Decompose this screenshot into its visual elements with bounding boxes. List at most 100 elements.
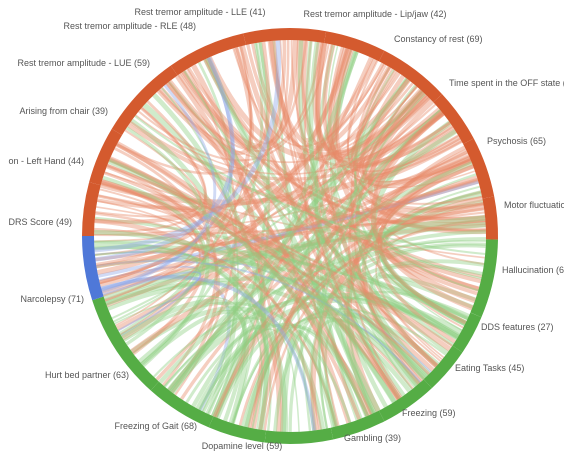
ribbon (318, 109, 441, 429)
ribbon (346, 158, 472, 413)
ribbon (295, 40, 350, 143)
ribbon (378, 272, 474, 320)
ribbon (96, 112, 445, 210)
ribbon (315, 42, 439, 368)
ribbon (181, 40, 299, 150)
ribbon (116, 128, 457, 331)
ribbon (95, 207, 485, 262)
ribbon (99, 96, 429, 282)
node-arc[interactable] (378, 50, 443, 103)
ribbon (94, 245, 469, 321)
ribbon (167, 229, 487, 391)
ribbon (324, 44, 476, 189)
ribbon (100, 274, 231, 411)
node-arc[interactable] (82, 235, 104, 301)
node-label: Rest tremor amplitude - LUE (59) (17, 58, 150, 68)
ribbon (267, 40, 476, 304)
ribbon (268, 40, 410, 152)
ribbon (169, 77, 410, 395)
ribbon (108, 156, 373, 417)
node-arc[interactable] (378, 379, 432, 422)
ribbon (353, 69, 466, 327)
ribbon (214, 56, 373, 418)
ribbon (101, 84, 217, 293)
ribbon (106, 164, 453, 347)
node-arc[interactable] (463, 138, 495, 199)
ribbon (94, 250, 199, 323)
ribbon (201, 237, 487, 413)
node-arc[interactable] (433, 94, 474, 145)
node-arc[interactable] (170, 33, 247, 76)
ribbon (183, 70, 367, 418)
ribbon (97, 180, 479, 278)
node-arc[interactable] (82, 182, 101, 237)
ribbon (138, 43, 330, 162)
node-arc[interactable] (111, 65, 178, 136)
ribbon (370, 111, 474, 311)
ribbon (97, 163, 198, 213)
ribbon (94, 218, 282, 432)
ribbon (238, 219, 486, 426)
node-arc[interactable] (208, 416, 267, 443)
ribbon (353, 64, 485, 265)
ribbon (191, 64, 266, 429)
node-arc[interactable] (89, 128, 123, 186)
ribbon (316, 51, 359, 427)
node-arc[interactable] (323, 31, 385, 62)
node-arc[interactable] (150, 381, 214, 428)
ribbon (361, 86, 459, 177)
ribbon (358, 78, 471, 187)
node-label: Hurt bed partner (63) (45, 370, 129, 380)
node-arc[interactable] (92, 296, 159, 391)
node-arc[interactable] (452, 312, 482, 353)
ribbon (138, 89, 424, 364)
ribbon (288, 244, 486, 433)
ribbon (93, 151, 468, 236)
ribbon (99, 45, 253, 285)
ribbon (272, 40, 312, 432)
node-arc[interactable] (482, 196, 499, 240)
node-arc[interactable] (470, 239, 498, 318)
ribbon (210, 50, 359, 418)
ribbon (303, 40, 340, 427)
ribbon (119, 61, 232, 335)
ribbon (94, 240, 467, 323)
node-label: DDS features (27) (481, 322, 554, 332)
ribbon (212, 109, 443, 419)
node-arc[interactable] (330, 410, 385, 440)
ribbon (101, 57, 235, 292)
ribbon (94, 206, 194, 243)
node-arc[interactable] (243, 28, 327, 46)
ribbon (383, 206, 485, 296)
ribbon (94, 194, 194, 256)
ribbon-layer (93, 39, 487, 433)
ribbon (111, 90, 424, 320)
ribbon (241, 308, 447, 427)
node-arc[interactable] (264, 427, 334, 444)
ribbon (127, 123, 486, 227)
node-label: Dopamine level (59) (202, 441, 283, 451)
ribbon (159, 47, 254, 156)
ribbon (156, 89, 482, 284)
ribbon (214, 190, 482, 419)
ribbon (244, 199, 484, 428)
ribbon (103, 215, 486, 301)
ribbon (273, 40, 400, 400)
ribbon (100, 182, 431, 376)
node-label: Time spent in the OFF state (40 (449, 78, 564, 88)
node-arc[interactable] (423, 345, 463, 389)
ribbon (326, 45, 463, 331)
ribbon (363, 90, 463, 181)
ribbon (163, 240, 486, 388)
ribbon (95, 56, 235, 262)
ribbon (123, 301, 352, 424)
ribbon (322, 44, 461, 173)
ribbon (204, 58, 483, 279)
ribbon (108, 158, 421, 385)
ribbon (354, 66, 484, 211)
ribbon (182, 70, 486, 232)
ribbon (167, 80, 460, 338)
ribbon (368, 93, 486, 234)
ribbon (165, 81, 370, 417)
ribbon (106, 158, 472, 308)
